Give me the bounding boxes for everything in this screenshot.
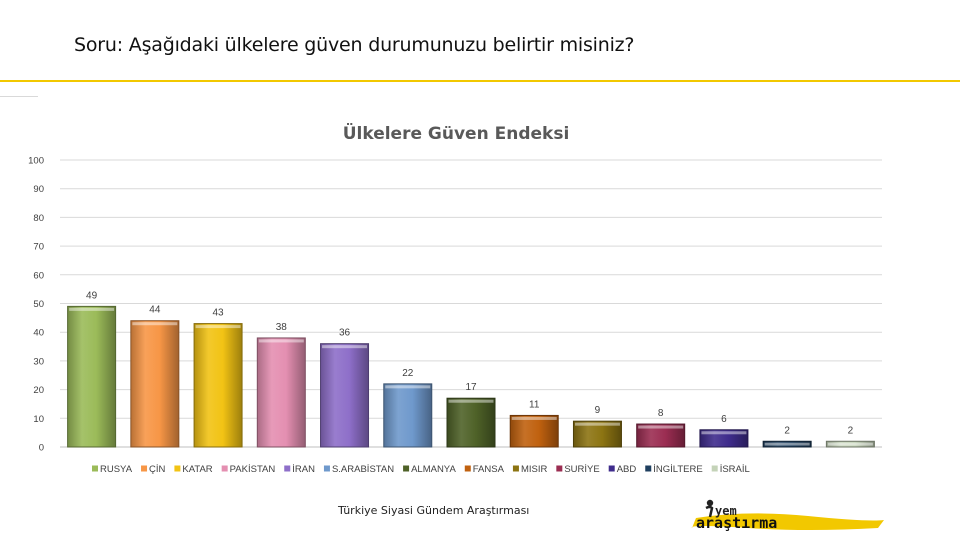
- bar-highlight: [638, 425, 684, 429]
- legend-swatch: [645, 465, 652, 472]
- bar-suri̇ye: [636, 423, 686, 448]
- legend-label: S.ARABİSTAN: [332, 464, 394, 475]
- bar-i̇srai̇l: [825, 440, 875, 448]
- y-tick-label: 60: [33, 270, 44, 281]
- bar-highlight: [574, 422, 620, 426]
- data-label: 38: [276, 322, 288, 333]
- data-label: 11: [529, 399, 540, 410]
- legend-label: İNGİLTERE: [653, 464, 702, 475]
- legend-swatch: [556, 465, 563, 472]
- legend-label: KATAR: [182, 464, 212, 475]
- bar-paki̇stan: [256, 337, 306, 448]
- title-divider: [0, 80, 960, 82]
- legend-swatch: [464, 465, 471, 472]
- bar-highlight: [448, 399, 494, 403]
- bar-highlight: [132, 322, 178, 326]
- y-tick-label: 100: [28, 156, 44, 167]
- data-label: 17: [465, 382, 477, 393]
- legend-swatch: [403, 465, 410, 472]
- question-title: Soru: Aşağıdaki ülkelere güven durumunuz…: [74, 34, 635, 56]
- bar-i̇ran: [320, 343, 370, 448]
- data-label: 43: [213, 308, 225, 319]
- y-tick-label: 90: [33, 184, 44, 195]
- legend-label: FANSA: [473, 464, 505, 475]
- legend-label: PAKİSTAN: [230, 464, 276, 475]
- data-label: 6: [721, 414, 727, 425]
- legend-swatch: [141, 465, 148, 472]
- bar-highlight: [258, 339, 304, 343]
- data-label: 44: [149, 305, 161, 316]
- legend-swatch: [284, 465, 291, 472]
- data-label: 8: [658, 408, 664, 419]
- legend-label: RUSYA: [100, 464, 133, 475]
- bar-fansa: [509, 414, 559, 448]
- y-tick-label: 30: [33, 356, 44, 367]
- bar-misir: [572, 420, 622, 448]
- bar-highlight: [322, 345, 368, 349]
- bar-i̇ngi̇ltere: [762, 440, 812, 448]
- y-tick-label: 50: [33, 299, 44, 310]
- legend-swatch: [92, 465, 98, 472]
- bar-highlight: [827, 442, 873, 446]
- bar-highlight: [69, 307, 115, 311]
- y-tick-label: 10: [33, 414, 44, 425]
- data-label: 2: [784, 425, 790, 436]
- legend-swatch: [608, 465, 615, 472]
- footer-text: Türkiye Siyasi Gündem Araştırması: [338, 504, 530, 517]
- decorative-line: [0, 96, 38, 97]
- legend-swatch: [323, 465, 330, 472]
- y-tick-label: 40: [33, 328, 44, 339]
- legend-swatch: [174, 465, 181, 472]
- data-label: 36: [339, 328, 351, 339]
- legend: RUSYA ÇİN KATAR PAKİSTAN İRAN S.ARABİSTAN ALMA…: [92, 464, 750, 475]
- bar-abd: [699, 429, 749, 448]
- ivem-logo: yem araştırma: [691, 499, 884, 532]
- y-tick-label: 80: [33, 213, 44, 224]
- bar-highlight: [511, 416, 557, 420]
- bar-highlight: [701, 431, 747, 435]
- data-label: 49: [86, 290, 98, 301]
- bar-çi̇n: [130, 320, 180, 448]
- legend-label: ÇİN: [149, 464, 166, 475]
- legend-swatch: [512, 465, 519, 472]
- legend-label: ABD: [617, 464, 637, 475]
- bar-highlight: [195, 325, 241, 329]
- legend-swatch: [221, 465, 228, 472]
- legend-label: SURİYE: [564, 464, 599, 475]
- bar-rusya: [67, 305, 117, 448]
- legend-label: İSRAİL: [720, 464, 750, 475]
- legend-swatch: [711, 465, 718, 472]
- bar-highlight: [764, 442, 810, 446]
- chart-title: Ülkelere Güven Endeksi: [343, 122, 570, 144]
- bar-chart: Ülkelere Güven Endeksi 01020304050607080…: [28, 122, 882, 475]
- data-label: 2: [848, 425, 854, 436]
- legend-label: ALMANYA: [411, 464, 456, 475]
- bar-katar: [193, 323, 243, 448]
- y-tick-label: 70: [33, 242, 44, 253]
- svg-text:yem: yem: [715, 504, 737, 518]
- data-label: 22: [402, 368, 414, 379]
- y-axis-ticks: 0 10 20 30 40 50 60 70 80 90 100: [28, 156, 44, 454]
- bar-almanya: [446, 397, 496, 448]
- bar-s.arabi̇stan: [383, 383, 433, 448]
- y-tick-label: 0: [39, 443, 44, 454]
- legend-label: MISIR: [521, 464, 548, 475]
- svg-text:araştırma: araştırma: [696, 514, 777, 532]
- legend-label: İRAN: [292, 464, 315, 475]
- y-tick-label: 20: [33, 385, 44, 396]
- bar-highlight: [385, 385, 431, 389]
- data-label: 9: [595, 405, 601, 416]
- bars: [67, 305, 875, 448]
